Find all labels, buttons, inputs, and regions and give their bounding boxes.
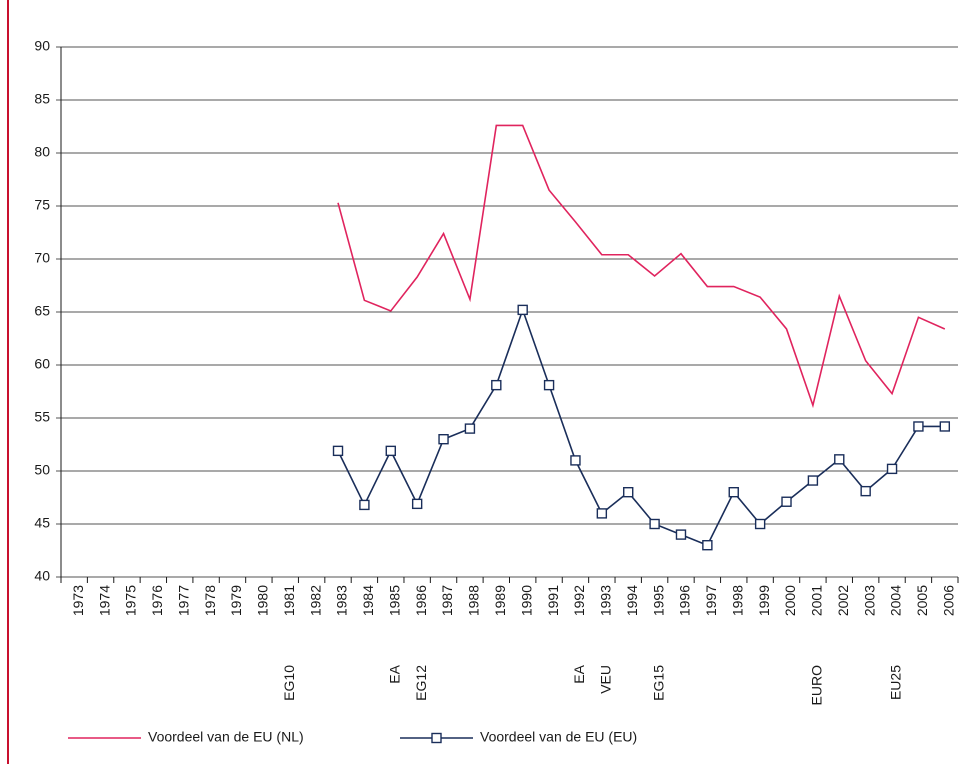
y-tick-label: 60 xyxy=(34,356,50,372)
y-tick-label: 75 xyxy=(34,197,50,213)
y-tick-label: 40 xyxy=(34,568,50,584)
event-label: EURO xyxy=(809,665,825,706)
event-label: EG10 xyxy=(281,665,297,701)
x-tick-label: 1973 xyxy=(70,585,86,616)
y-tick-label: 50 xyxy=(34,462,50,478)
x-tick-label: 1987 xyxy=(439,585,455,616)
legend-marker xyxy=(431,732,442,744)
x-tick-label: 2005 xyxy=(914,585,930,616)
point-marker xyxy=(332,445,344,457)
event-label: EG12 xyxy=(413,665,429,701)
legend-label: Voordeel van de EU (EU) xyxy=(480,729,637,745)
x-tick-label: 2002 xyxy=(835,585,851,616)
y-tick-label: 80 xyxy=(34,144,50,160)
event-label: EU25 xyxy=(888,665,904,700)
legend-label: Voordeel van de EU (NL) xyxy=(148,729,304,745)
point-marker xyxy=(411,498,423,510)
point-marker xyxy=(728,487,739,498)
point-marker xyxy=(860,485,871,497)
x-tick-label: 1975 xyxy=(123,585,139,616)
point-marker xyxy=(543,379,555,391)
x-tick-label: 1994 xyxy=(624,585,640,616)
x-tick-label: 1976 xyxy=(149,585,165,616)
x-tick-label: 1993 xyxy=(598,585,614,616)
x-tick-label: 1984 xyxy=(360,585,376,616)
point-marker xyxy=(807,475,819,486)
point-marker xyxy=(464,423,476,434)
x-tick-label: 1992 xyxy=(571,585,587,616)
event-label: VEU xyxy=(598,665,614,694)
x-tick-label: 1985 xyxy=(386,585,402,616)
series-line xyxy=(337,307,945,547)
point-marker xyxy=(385,445,396,457)
x-tick-label: 1986 xyxy=(413,585,429,616)
x-tick-label: 1979 xyxy=(228,585,244,616)
x-tick-label: 1998 xyxy=(729,585,745,616)
y-tick-label: 90 xyxy=(34,38,50,54)
point-marker xyxy=(754,518,766,530)
point-marker xyxy=(491,379,502,391)
y-tick-label: 55 xyxy=(34,409,50,425)
x-tick-label: 1990 xyxy=(518,585,534,616)
x-tick-label: 1977 xyxy=(175,585,191,616)
x-tick-label: 1995 xyxy=(650,585,666,616)
point-marker xyxy=(359,499,370,511)
x-tick-label: 1974 xyxy=(96,585,112,616)
y-tick-label: 65 xyxy=(34,303,50,319)
series-line xyxy=(337,124,946,409)
point-marker xyxy=(702,540,713,551)
y-tick-label: 85 xyxy=(34,91,50,107)
x-tick-label: 1983 xyxy=(334,585,350,616)
point-marker xyxy=(781,496,792,507)
event-label: EA xyxy=(571,664,587,683)
point-marker xyxy=(517,304,528,316)
y-tick-label: 45 xyxy=(34,515,50,531)
x-tick-label: 2004 xyxy=(888,585,904,616)
x-tick-label: 2001 xyxy=(809,585,825,616)
x-tick-label: 1988 xyxy=(466,585,482,616)
x-tick-label: 2000 xyxy=(782,585,798,616)
event-label: EG15 xyxy=(650,665,666,701)
point-marker xyxy=(886,463,898,475)
point-marker xyxy=(649,518,660,530)
x-tick-label: 1997 xyxy=(703,585,719,616)
point-marker xyxy=(596,508,608,519)
x-tick-label: 2006 xyxy=(941,585,957,616)
point-marker xyxy=(939,421,951,432)
x-tick-label: 1989 xyxy=(492,585,508,616)
y-tick-label: 70 xyxy=(34,250,50,266)
x-tick-label: 1999 xyxy=(756,585,772,616)
point-marker xyxy=(623,487,634,498)
x-tick-label: 1982 xyxy=(307,585,323,616)
x-tick-label: 1991 xyxy=(545,585,561,616)
x-tick-label: 1980 xyxy=(255,585,271,616)
point-marker xyxy=(438,434,449,445)
point-marker xyxy=(570,455,581,466)
x-tick-label: 1978 xyxy=(202,585,218,616)
x-tick-label: 1981 xyxy=(281,585,297,616)
x-tick-label: 1996 xyxy=(677,585,693,616)
x-tick-label: 2003 xyxy=(861,585,877,616)
event-label: EA xyxy=(386,664,402,683)
point-marker xyxy=(675,529,687,540)
point-marker xyxy=(834,454,845,465)
point-marker xyxy=(913,421,924,432)
